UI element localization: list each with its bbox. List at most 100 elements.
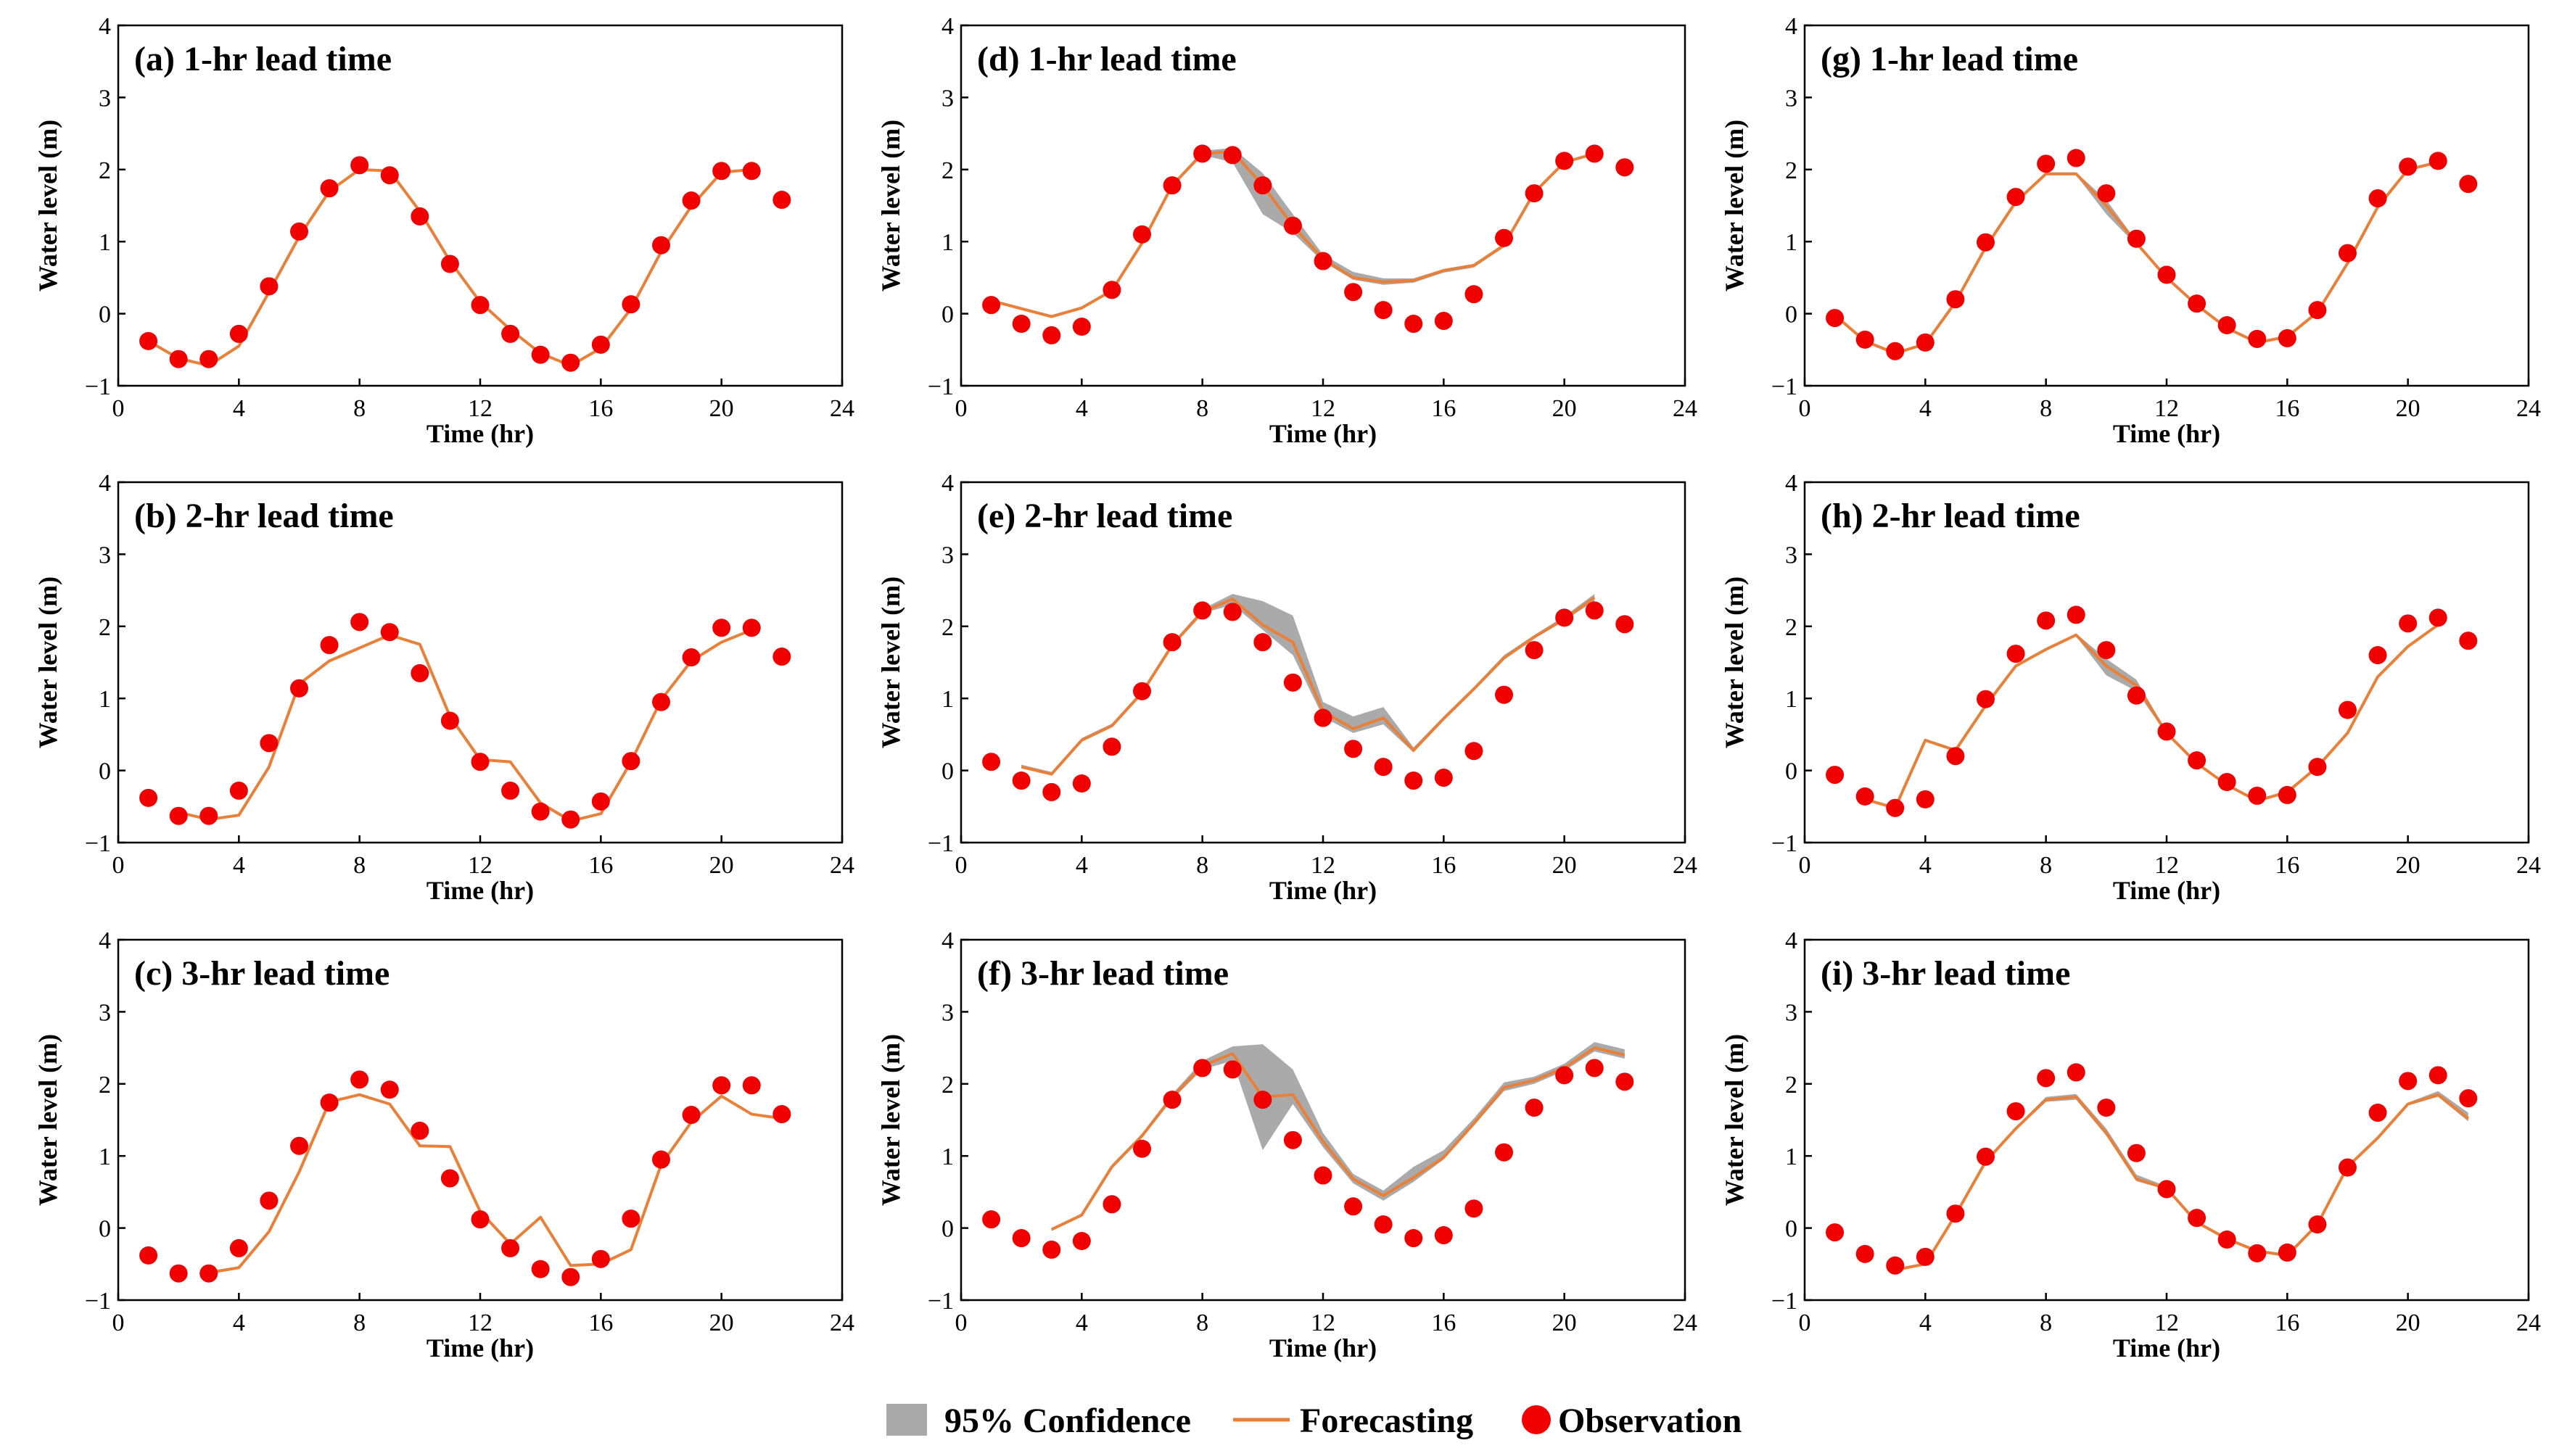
x-tick-label: 24: [830, 395, 854, 422]
observation-point: [320, 636, 339, 655]
x-axis-label: Time (hr): [1269, 876, 1377, 905]
panel-title: (b) 2-hr lead time: [134, 497, 394, 535]
observation-point: [1855, 787, 1874, 806]
observation-point: [440, 1169, 459, 1188]
x-tick-label: 20: [2396, 1310, 2420, 1336]
observation-point: [2399, 614, 2418, 633]
x-tick-label: 16: [588, 395, 613, 422]
observation-point: [682, 648, 701, 667]
observation-point: [320, 1093, 339, 1112]
legend-observation-swatch: [1522, 1405, 1551, 1434]
x-axis-label: Time (hr): [427, 419, 534, 448]
observation-point: [742, 162, 761, 181]
plot-frame: [960, 481, 1686, 844]
observation-point: [1344, 1197, 1363, 1216]
plot-frame: [1803, 24, 2530, 387]
y-tick-label: 4: [99, 13, 111, 40]
y-tick-label: 2: [941, 157, 954, 184]
observation-point: [2097, 1099, 2116, 1117]
x-tick-label: 0: [112, 395, 125, 422]
observation-point: [139, 1246, 158, 1265]
x-tick-label: 16: [1431, 852, 1456, 879]
observation-point: [411, 207, 429, 226]
y-tick-label: 3: [99, 999, 111, 1026]
y-tick-label: −1: [85, 1288, 111, 1315]
observation-point: [1012, 315, 1031, 334]
observation-point: [2067, 1063, 2085, 1082]
x-tick-label: 24: [2516, 852, 2541, 879]
panel-title: (e) 2-hr lead time: [977, 497, 1232, 535]
observation-point: [1374, 1215, 1393, 1234]
observation-point: [1283, 673, 1302, 692]
observation-point: [139, 331, 158, 350]
panel-title: (i) 3-hr lead time: [1821, 954, 2070, 993]
observation-point: [2428, 152, 2447, 170]
observation-point: [2368, 189, 2387, 208]
panel-title: (a) 1-hr lead time: [134, 40, 392, 78]
observation-point: [1886, 798, 1905, 817]
observation-point: [411, 1121, 429, 1140]
observation-point: [982, 1210, 1001, 1229]
observation-point: [1977, 233, 1995, 252]
observation-point: [1555, 608, 1574, 627]
observation-point: [622, 752, 640, 771]
y-tick-label: 2: [99, 1072, 111, 1099]
x-tick-label: 24: [1673, 395, 1697, 422]
observation-point: [1855, 1244, 1874, 1263]
observation-point: [471, 753, 490, 772]
y-tick-label: 1: [941, 686, 954, 713]
observation-point: [772, 1105, 791, 1124]
y-tick-label: 2: [1785, 157, 1797, 184]
observation-point: [2248, 1244, 2267, 1262]
plot-frame: [117, 938, 844, 1302]
y-tick-label: 1: [1785, 686, 1797, 713]
observation-point: [1042, 1240, 1061, 1259]
observation-point: [380, 166, 399, 185]
observation-point: [1977, 690, 1995, 708]
observation-point: [1103, 1195, 1121, 1214]
x-tick-label: 20: [709, 395, 734, 422]
observation-point: [2037, 154, 2056, 173]
y-tick-label: 3: [1785, 999, 1797, 1026]
observation-point: [1585, 144, 1604, 163]
y-tick-label: 3: [99, 542, 111, 568]
y-axis-label: Water level (m): [33, 120, 62, 291]
observation-point: [1495, 1143, 1513, 1162]
observation-point: [290, 222, 308, 241]
y-tick-label: 0: [941, 758, 954, 785]
plot-frame: [117, 24, 844, 387]
observation-point: [1072, 317, 1091, 336]
observation-point: [1374, 758, 1393, 777]
observation-point: [2157, 722, 2176, 741]
observation-point: [2037, 1069, 2056, 1088]
observation-point: [1886, 342, 1905, 360]
y-tick-label: 2: [1785, 1072, 1797, 1099]
observation-point: [1344, 283, 1363, 302]
observation-point: [1374, 301, 1393, 320]
plot-frame: [1803, 938, 2530, 1302]
observation-point: [2308, 758, 2327, 777]
observation-point: [712, 162, 731, 181]
observation-point: [2217, 316, 2236, 335]
plot-frame: [117, 481, 844, 844]
x-tick-label: 8: [353, 1310, 366, 1336]
y-tick-label: 3: [99, 85, 111, 112]
observation-point: [1163, 633, 1182, 652]
observation-point: [531, 802, 550, 821]
y-tick-label: 4: [99, 927, 111, 954]
y-tick-label: −1: [928, 373, 954, 400]
observation-point: [1223, 603, 1242, 621]
x-tick-label: 8: [353, 395, 366, 422]
x-tick-label: 12: [468, 1310, 493, 1336]
x-tick-label: 12: [1311, 395, 1335, 422]
x-tick-label: 4: [1919, 1310, 1932, 1336]
y-tick-label: 0: [99, 1216, 111, 1243]
observation-point: [1434, 769, 1453, 787]
observation-point: [982, 753, 1001, 772]
observation-point: [772, 191, 791, 210]
observation-point: [1946, 290, 1965, 309]
y-tick-label: 4: [1785, 470, 1797, 497]
x-tick-label: 20: [2396, 395, 2420, 422]
observation-point: [1525, 1099, 1544, 1117]
